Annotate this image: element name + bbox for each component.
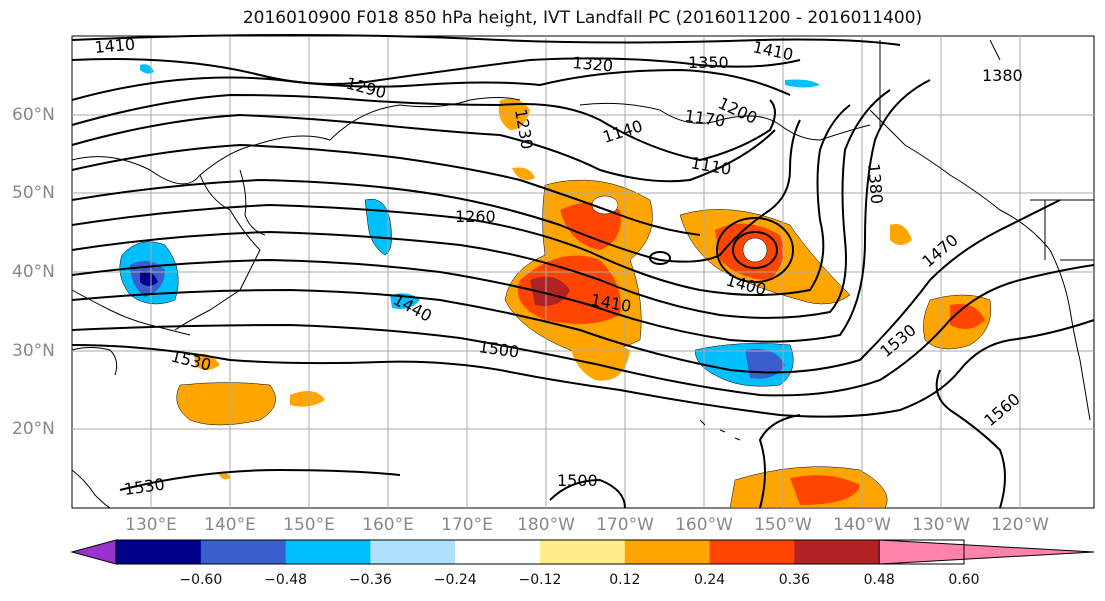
lat-label: 60°N <box>12 105 55 125</box>
lon-label: 150°E <box>283 515 335 535</box>
lon-label: 140°E <box>204 515 256 535</box>
colorbar-tick-label: 0.60 <box>948 572 980 588</box>
coastlines <box>71 39 1094 509</box>
colorbar-tick-label: 0.12 <box>609 572 641 588</box>
lon-label: 120°W <box>991 515 1049 535</box>
lon-label: 140°W <box>833 515 891 535</box>
colorbar-tick-label: 0.36 <box>778 572 810 588</box>
colorbar-tick-label: −0.48 <box>264 572 308 588</box>
colorbar-tick-label: −0.36 <box>348 572 392 588</box>
colorbar-tick-label: −0.60 <box>179 572 223 588</box>
map-title: 2016010900 F018 850 hPa height, IVT Land… <box>242 8 923 28</box>
lat-label: 30°N <box>12 341 55 361</box>
lat-label: 40°N <box>12 262 55 282</box>
contour-label: 1320 <box>572 53 614 75</box>
contour-label: 1260 <box>455 207 496 226</box>
colorbar-tick-label: 0.48 <box>863 572 895 588</box>
lon-label: 170°W <box>596 515 654 535</box>
colorbar-tick-label: −0.24 <box>433 572 477 588</box>
contour-label: 1380 <box>864 163 886 205</box>
lon-label: 130°E <box>125 515 177 535</box>
contour-label: 1410 <box>94 35 136 57</box>
lon-label: 160°W <box>675 515 733 535</box>
lon-label: 180°W <box>517 515 575 535</box>
lat-label: 20°N <box>12 419 55 439</box>
lon-label: 160°E <box>362 515 414 535</box>
contour-label: 1380 <box>982 66 1023 85</box>
lon-label: 130°W <box>912 515 970 535</box>
colorbar-tick-label: −0.12 <box>518 572 562 588</box>
lon-label: 150°W <box>754 515 812 535</box>
colorbar-tick-label: 0.24 <box>694 572 726 588</box>
lat-label: 50°N <box>12 183 55 203</box>
contour-label: 1500 <box>557 471 598 490</box>
lon-label: 170°E <box>441 515 493 535</box>
negative-anomaly-shading <box>119 64 820 387</box>
height-contours <box>71 34 1095 509</box>
contour-label: 1350 <box>688 53 729 72</box>
